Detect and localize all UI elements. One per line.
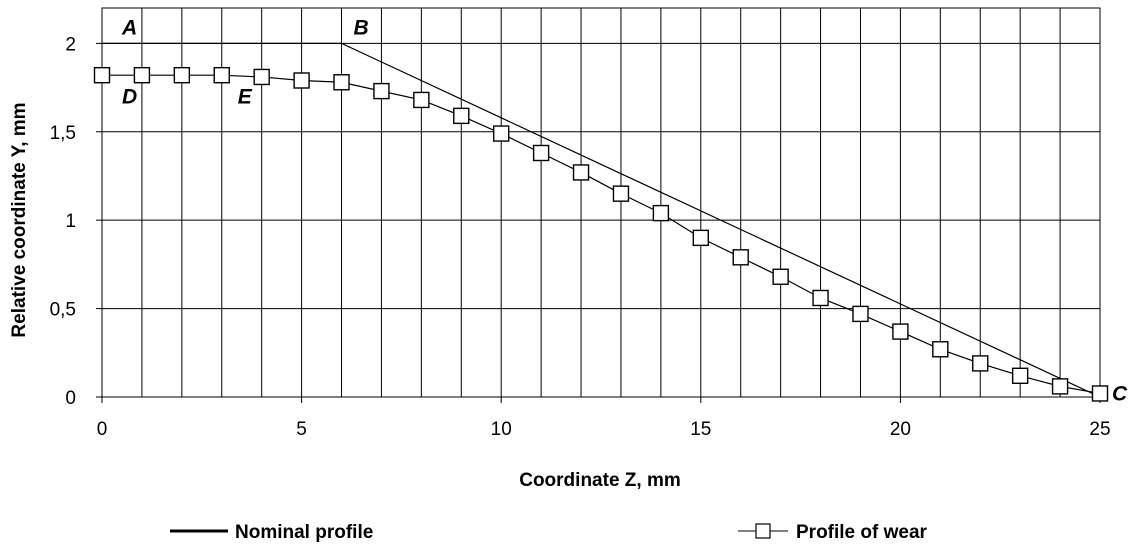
- y-tick-label: 0: [65, 388, 76, 409]
- data-point-marker: [373, 82, 390, 100]
- point-label-a: A: [121, 16, 137, 39]
- data-point-marker: [213, 66, 230, 84]
- point-label-c: C: [1112, 382, 1128, 405]
- x-tick-label: 25: [1089, 419, 1110, 440]
- data-point-marker: [493, 125, 510, 142]
- x-axis-title: Coordinate Z, mm: [519, 470, 681, 491]
- series-line: [102, 42, 1101, 398]
- legend-label-wear: Profile of wear: [796, 522, 928, 543]
- legend-item-nominal: Nominal profile: [170, 522, 373, 543]
- data-point-marker: [532, 144, 550, 162]
- series-profile-of-wear: [93, 66, 1109, 402]
- data-point-marker: [892, 323, 909, 340]
- data-point-marker: [253, 68, 270, 86]
- x-tick-label: 10: [491, 419, 512, 440]
- data-point-marker: [293, 72, 310, 89]
- y-tick-label: 0,5: [50, 300, 76, 321]
- data-point-marker: [1091, 385, 1109, 402]
- point-label-d: D: [122, 85, 137, 108]
- data-point-marker: [652, 204, 670, 222]
- x-tick-label: 5: [296, 419, 307, 440]
- point-annotations: A B C D E: [121, 16, 1128, 405]
- legend: Nominal profile Profile of wear: [170, 522, 928, 543]
- legend-swatch-wear-square-icon: [755, 523, 771, 539]
- data-point-marker: [93, 66, 111, 84]
- data-point-marker: [932, 341, 949, 358]
- point-label-e: E: [238, 85, 253, 108]
- x-tick-label: 0: [97, 419, 108, 440]
- data-point-marker: [133, 66, 151, 84]
- plot-area: [101, 7, 1101, 398]
- data-point-marker: [852, 305, 869, 323]
- data-point-marker: [453, 107, 470, 125]
- data-point-marker: [1011, 367, 1029, 384]
- point-label-b: B: [353, 16, 368, 39]
- y-axis-ticks: 0 0,5 1 1,5 2: [50, 34, 102, 409]
- legend-item-wear: Profile of wear: [738, 522, 928, 543]
- data-point-marker: [413, 91, 430, 109]
- data-point-marker: [692, 229, 709, 247]
- x-axis-ticks: 0 5 10 15 20 25: [97, 397, 1111, 440]
- y-tick-label: 2: [65, 34, 76, 55]
- data-point-marker: [173, 66, 191, 84]
- data-point-marker: [1051, 378, 1069, 395]
- data-point-marker: [572, 164, 590, 181]
- data-point-marker: [772, 268, 789, 285]
- data-point-marker: [732, 249, 749, 266]
- data-point-marker: [333, 74, 350, 91]
- y-tick-label: 1,5: [50, 123, 76, 144]
- series-nominal-profile: [102, 42, 1101, 398]
- y-tick-label: 1: [65, 211, 76, 232]
- series-line: [102, 74, 1101, 395]
- data-point-marker: [972, 355, 989, 372]
- series-layer: [93, 42, 1109, 402]
- data-point-marker: [812, 289, 829, 307]
- grid: [102, 8, 1100, 397]
- data-point-marker: [612, 185, 630, 202]
- legend-label-nominal: Nominal profile: [235, 522, 373, 543]
- x-tick-label: 20: [890, 419, 911, 440]
- y-axis-title: Relative coordinate Y, mm: [9, 102, 30, 337]
- x-tick-label: 15: [690, 419, 711, 440]
